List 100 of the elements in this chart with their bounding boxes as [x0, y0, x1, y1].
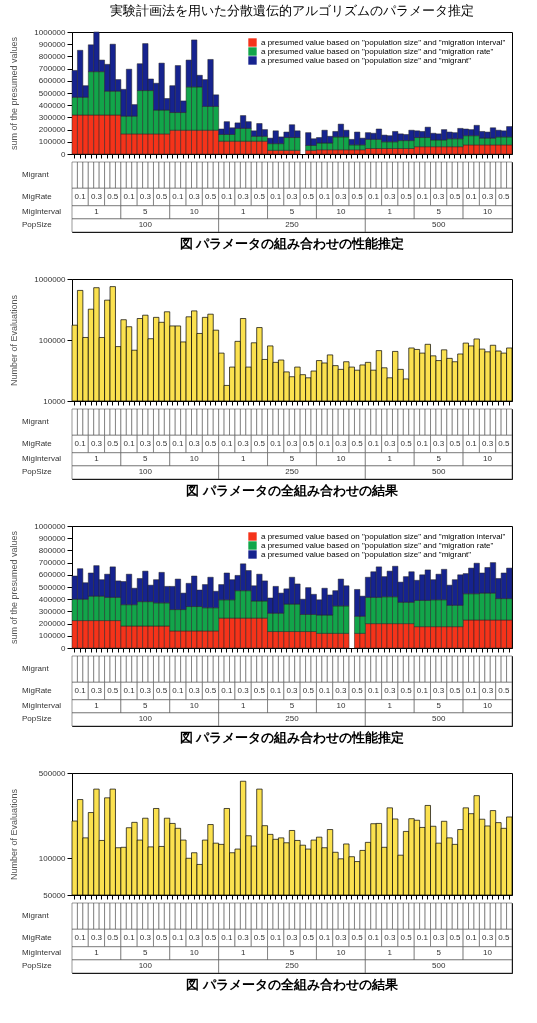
- y-tick-label: 600000: [38, 76, 67, 86]
- text: 0.3: [237, 439, 250, 448]
- text: 100: [138, 961, 153, 971]
- text: MigInterval: [22, 701, 62, 711]
- text: 0.1: [270, 686, 282, 695]
- text: 0.5: [107, 439, 119, 448]
- text: 0.1: [123, 933, 136, 942]
- y-tick-label: 300000: [38, 606, 67, 616]
- y-tick-label: 400000: [38, 594, 67, 604]
- text: 5: [289, 948, 295, 958]
- text: 0.1: [367, 439, 380, 448]
- y-tick-label: 500000: [38, 582, 67, 592]
- y-axis-title: Number of Evaluations: [8, 294, 19, 387]
- text: 図 パラメータの組み合わせの性能推定: [179, 236, 405, 252]
- text: 0.3: [384, 192, 396, 201]
- text: 1: [387, 948, 393, 958]
- text: 0.5: [302, 933, 315, 942]
- y-tick-label: 800000: [38, 51, 67, 61]
- text: 0.1: [123, 686, 136, 695]
- legend-label: a presumed value based on "population size" and "migrant": [261, 549, 472, 559]
- chart-title: 実験計画法を用いた分散遺伝的アルゴリズムのパラメータ推定: [110, 3, 474, 18]
- text: 0.5: [253, 686, 266, 695]
- text: 1: [94, 454, 100, 464]
- text: 1: [387, 701, 393, 711]
- text: 0.3: [188, 192, 201, 201]
- text: 0.5: [253, 439, 266, 448]
- text: PopSize: [22, 467, 53, 477]
- text: 0.5: [449, 686, 462, 695]
- text: 0.5: [400, 192, 413, 201]
- text: 500: [431, 467, 446, 477]
- text: 0.3: [237, 686, 250, 695]
- text: 0.3: [139, 439, 152, 448]
- text: 0.5: [107, 933, 119, 942]
- text: PopSize: [22, 220, 53, 230]
- text: 500: [431, 714, 446, 724]
- text: 0.1: [74, 192, 87, 201]
- text: 0.3: [286, 933, 299, 942]
- y-tick-label: 100000: [38, 853, 67, 863]
- text: 0.1: [367, 192, 380, 201]
- text: 1: [94, 948, 100, 958]
- text: 0.1: [465, 192, 478, 201]
- text: 0.5: [498, 686, 510, 695]
- text: 0.1: [221, 439, 233, 448]
- text: 0.3: [90, 686, 103, 695]
- text: 0.1: [172, 192, 185, 201]
- y-tick-label: 100000: [38, 335, 67, 345]
- text: 0.5: [253, 192, 266, 201]
- text: 10: [336, 454, 346, 464]
- text: 0.1: [123, 192, 136, 201]
- text: 0.3: [481, 686, 494, 695]
- text: 0.1: [270, 933, 282, 942]
- text: 0.3: [433, 192, 445, 201]
- text: 0.3: [237, 933, 250, 942]
- text: 5: [143, 701, 149, 711]
- text: 0.5: [107, 686, 119, 695]
- text: 1: [240, 454, 246, 464]
- text: 0.5: [204, 439, 217, 448]
- text: 0.3: [384, 933, 396, 942]
- text: 1: [387, 207, 393, 217]
- text: 5: [289, 701, 295, 711]
- text: 図 パラメータの組み合わせの性能推定: [179, 730, 405, 746]
- text: 100: [138, 220, 153, 230]
- text: 0.5: [351, 192, 364, 201]
- text: 0.5: [302, 686, 315, 695]
- text: MigInterval: [22, 207, 62, 217]
- text: 0.1: [270, 439, 282, 448]
- text: 5: [289, 454, 295, 464]
- y-tick-label: 300000: [38, 112, 67, 122]
- text: 0.1: [221, 686, 233, 695]
- text: 0.1: [465, 933, 478, 942]
- text: 10: [336, 207, 346, 217]
- text: 0.1: [367, 933, 380, 942]
- text: MigInterval: [22, 454, 62, 464]
- text: 0.1: [465, 439, 478, 448]
- text: 10: [483, 701, 493, 711]
- text: 0.3: [90, 439, 103, 448]
- text: 0.5: [302, 439, 315, 448]
- y-tick-label: 900000: [38, 39, 67, 49]
- text: 0.1: [172, 686, 185, 695]
- text: 0.3: [481, 439, 494, 448]
- text: 1: [240, 207, 246, 217]
- legend-label: a presumed value based on "population size" and "migration rate": [261, 46, 494, 56]
- y-tick-label: 0: [61, 643, 67, 653]
- y-tick-label: 1000000: [34, 27, 67, 37]
- y-tick-label: 1000000: [34, 274, 67, 284]
- y-tick-label: 1000000: [34, 521, 67, 531]
- text: 0.1: [74, 686, 87, 695]
- y-tick-label: 100000: [38, 137, 67, 147]
- text: PopSize: [22, 961, 53, 971]
- text: 図 パラメータの全組み合わせの結果: [186, 483, 399, 499]
- text: 5: [436, 948, 442, 958]
- text: 10: [483, 948, 493, 958]
- text: 0.5: [498, 933, 510, 942]
- text: 0.1: [416, 933, 429, 942]
- y-tick-label: 200000: [38, 619, 67, 629]
- text: 5: [143, 207, 149, 217]
- text: 0.3: [384, 686, 396, 695]
- text: 0.3: [335, 686, 347, 695]
- text: 0.3: [335, 439, 347, 448]
- text: 0.5: [351, 686, 364, 695]
